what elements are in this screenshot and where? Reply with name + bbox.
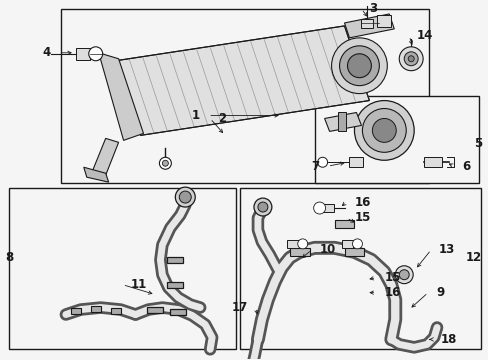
Bar <box>9 188 236 349</box>
Text: 16: 16 <box>384 286 400 299</box>
Polygon shape <box>93 138 119 175</box>
Text: 12: 12 <box>465 251 481 264</box>
Circle shape <box>362 108 406 152</box>
Circle shape <box>339 46 379 86</box>
Text: 5: 5 <box>473 137 481 150</box>
Circle shape <box>404 52 417 66</box>
Text: 1: 1 <box>192 109 200 122</box>
Bar <box>76 48 90 60</box>
Circle shape <box>331 38 386 94</box>
Circle shape <box>162 160 168 166</box>
Circle shape <box>352 239 362 249</box>
Circle shape <box>407 56 413 62</box>
Bar <box>349 157 363 167</box>
Text: 8: 8 <box>5 251 13 264</box>
Text: 10: 10 <box>319 243 335 256</box>
Text: 6: 6 <box>461 160 469 173</box>
Circle shape <box>354 100 413 160</box>
Bar <box>167 282 183 288</box>
Text: 16: 16 <box>354 195 370 208</box>
Circle shape <box>398 270 408 280</box>
Bar <box>319 204 333 212</box>
Circle shape <box>394 266 412 284</box>
Bar <box>314 95 478 183</box>
Circle shape <box>313 202 325 214</box>
Bar <box>423 157 441 167</box>
Bar <box>341 240 353 248</box>
Circle shape <box>347 54 370 78</box>
Polygon shape <box>99 53 143 140</box>
Text: 9: 9 <box>435 286 444 299</box>
Bar <box>167 257 183 263</box>
Text: 7: 7 <box>311 160 319 173</box>
Text: 4: 4 <box>42 46 51 59</box>
Polygon shape <box>344 14 393 38</box>
Polygon shape <box>115 26 368 135</box>
Bar <box>240 188 480 349</box>
Circle shape <box>253 198 271 216</box>
Text: 17: 17 <box>231 301 247 314</box>
Text: 3: 3 <box>368 3 377 15</box>
Circle shape <box>317 157 327 167</box>
Bar <box>147 307 163 312</box>
Circle shape <box>179 191 191 203</box>
Text: 18: 18 <box>440 333 456 346</box>
Circle shape <box>159 157 171 169</box>
Bar <box>170 309 186 315</box>
Polygon shape <box>83 167 108 182</box>
Text: 15: 15 <box>354 211 370 225</box>
Text: 13: 13 <box>438 243 454 256</box>
Circle shape <box>88 47 102 61</box>
Bar <box>71 307 81 314</box>
Bar <box>344 248 364 256</box>
Circle shape <box>297 239 307 249</box>
Bar <box>110 307 121 314</box>
Bar <box>337 112 345 131</box>
Bar <box>91 306 101 311</box>
Bar <box>289 248 309 256</box>
Text: 11: 11 <box>130 278 146 291</box>
Bar <box>61 9 428 183</box>
Bar <box>334 220 354 228</box>
Bar <box>377 15 390 27</box>
Polygon shape <box>324 112 361 131</box>
Text: 15: 15 <box>384 271 400 284</box>
Bar <box>286 240 298 248</box>
Bar <box>361 19 373 28</box>
Circle shape <box>398 47 422 71</box>
Circle shape <box>175 187 195 207</box>
Text: 14: 14 <box>416 30 433 42</box>
Text: 2: 2 <box>218 112 226 125</box>
Circle shape <box>257 202 267 212</box>
Circle shape <box>372 118 395 142</box>
